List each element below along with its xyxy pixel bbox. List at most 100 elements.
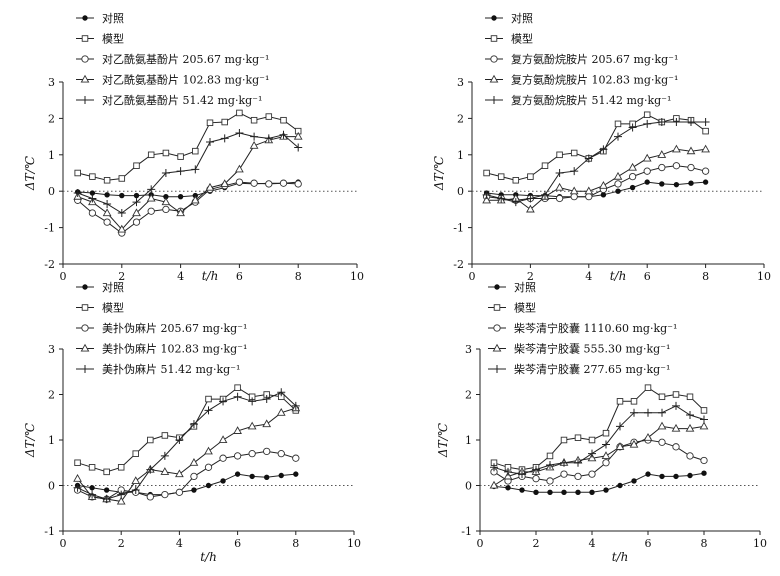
legend-entry: 对照 xyxy=(102,11,124,25)
data-point xyxy=(546,477,554,485)
y-tick-label: 0 xyxy=(465,480,472,493)
data-point xyxy=(265,113,273,120)
data-point xyxy=(234,471,241,477)
y-tick-label: 3 xyxy=(465,343,472,356)
legend-entry: 模型 xyxy=(102,32,124,46)
data-point xyxy=(556,151,563,159)
data-point xyxy=(560,470,568,478)
data-point xyxy=(277,388,286,397)
series-5 xyxy=(73,388,300,504)
data-point xyxy=(688,180,694,186)
x-axis-label: t/h xyxy=(612,550,629,564)
x-tick-label: 4 xyxy=(585,270,592,283)
data-point xyxy=(262,395,271,404)
series-2 xyxy=(490,384,708,473)
data-point xyxy=(631,478,637,484)
data-point xyxy=(603,487,609,493)
data-point xyxy=(103,468,110,476)
y-axis-label: ΔT/℃ xyxy=(23,155,37,191)
data-point xyxy=(629,439,639,448)
x-axis-label: t/h xyxy=(610,269,627,283)
legend-entry: 对照 xyxy=(514,280,536,294)
data-point xyxy=(532,465,540,474)
x-tick-label: 10 xyxy=(757,270,771,283)
data-point xyxy=(658,408,666,417)
data-point xyxy=(702,127,709,135)
series-line xyxy=(486,114,706,181)
series-line xyxy=(486,148,706,211)
y-tick-label: 1 xyxy=(457,149,464,162)
data-point xyxy=(642,153,652,162)
data-point xyxy=(248,397,257,406)
series-line xyxy=(77,132,299,214)
data-point xyxy=(686,410,694,419)
data-point xyxy=(294,180,302,188)
x-tick-label: 4 xyxy=(176,537,183,550)
x-tick-label: 6 xyxy=(236,270,243,283)
legend-entry: 美扑伪麻片 51.42 mg·kg⁻¹ xyxy=(102,362,240,376)
data-point xyxy=(103,199,112,208)
x-tick-label: 0 xyxy=(60,270,67,283)
data-point xyxy=(546,461,554,470)
data-point xyxy=(672,162,681,170)
data-point xyxy=(570,149,578,157)
data-point xyxy=(161,490,169,499)
data-point xyxy=(189,458,199,466)
data-point xyxy=(235,178,244,186)
data-point xyxy=(73,189,82,198)
data-point xyxy=(73,483,82,492)
data-point xyxy=(103,218,111,226)
x-tick-label: 8 xyxy=(295,270,302,283)
data-point xyxy=(699,421,709,430)
data-point xyxy=(658,163,666,172)
data-point xyxy=(541,162,549,169)
legend-entry: 柴芩清宁胶囊 1110.60 mg·kg⁻¹ xyxy=(514,321,677,335)
data-point xyxy=(250,116,258,124)
series-2 xyxy=(483,111,709,184)
data-point xyxy=(686,452,694,460)
data-point xyxy=(659,181,665,187)
legend-entry: 柴芩清宁胶囊 555.30 mg·kg⁻¹ xyxy=(514,342,670,356)
data-point xyxy=(613,171,623,180)
y-tick-label: -1 xyxy=(453,222,464,235)
data-point xyxy=(643,433,653,441)
y-tick-label: 0 xyxy=(457,185,464,198)
series-line xyxy=(77,407,296,502)
data-point xyxy=(673,473,679,480)
data-point xyxy=(617,482,623,489)
data-point xyxy=(532,475,540,483)
data-point xyxy=(74,459,81,467)
data-point xyxy=(700,407,708,414)
x-tick-label: 4 xyxy=(177,270,184,283)
data-point xyxy=(147,185,156,194)
legend-marker xyxy=(493,324,501,332)
y-axis-label: ΔT/℃ xyxy=(23,422,37,458)
data-point xyxy=(546,452,554,460)
data-point xyxy=(88,194,97,203)
data-point xyxy=(206,119,214,127)
data-point xyxy=(482,195,491,204)
data-point xyxy=(497,173,505,180)
data-point xyxy=(547,489,553,496)
data-point xyxy=(233,392,242,401)
x-tick-label: 2 xyxy=(533,537,540,550)
y-axis-label: ΔT/℃ xyxy=(436,422,450,458)
data-point xyxy=(644,384,652,391)
y-tick-label: 2 xyxy=(457,112,464,125)
data-point xyxy=(574,434,582,441)
data-point xyxy=(189,420,198,429)
x-tick-label: 0 xyxy=(477,537,484,550)
data-point xyxy=(221,118,228,126)
data-point xyxy=(570,193,578,201)
data-point xyxy=(88,209,97,217)
data-point xyxy=(220,179,230,187)
x-tick-label: 0 xyxy=(60,537,67,550)
data-point xyxy=(701,167,710,175)
legend-marker xyxy=(489,74,499,83)
legend-entry: 复方氨酚烷胺片 51.42 mg·kg⁻¹ xyxy=(511,93,671,107)
data-point xyxy=(250,179,258,187)
x-tick-label: 6 xyxy=(234,537,241,550)
